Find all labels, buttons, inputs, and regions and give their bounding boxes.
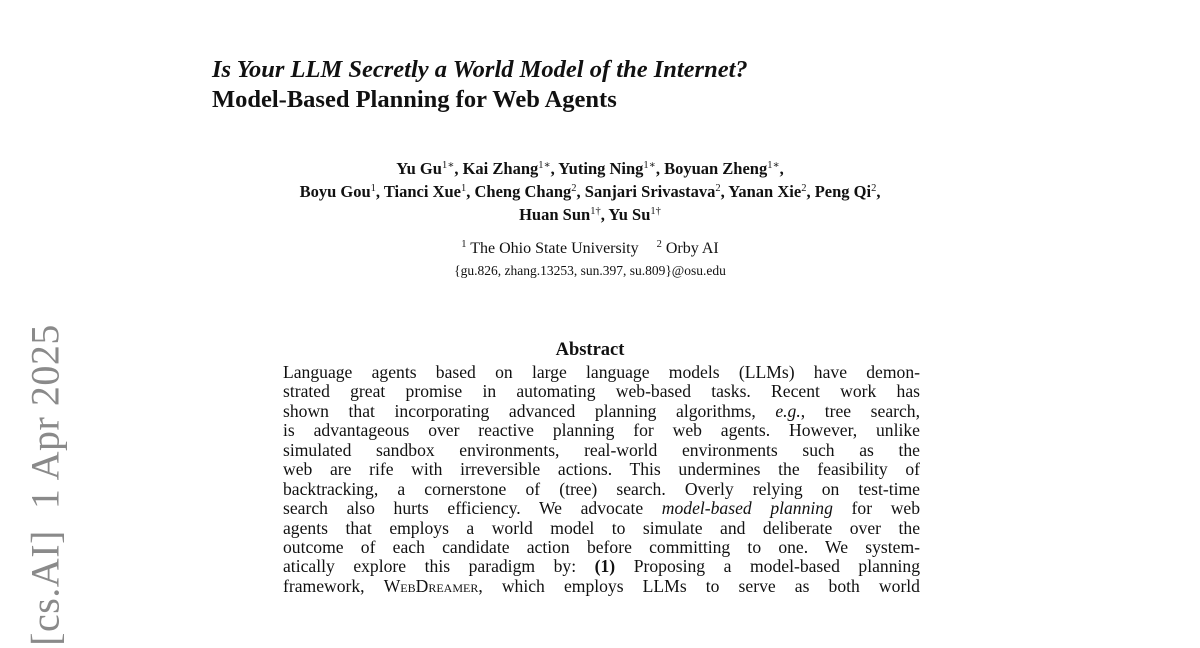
abstract-line: outcome of each candidate action before … bbox=[283, 536, 920, 557]
author-name: Peng Qi bbox=[814, 182, 872, 201]
abstract-line: agents that employs a world model to sim… bbox=[283, 517, 920, 538]
author-name: Huan Sun bbox=[519, 205, 591, 224]
author-name: Yu Su bbox=[608, 205, 651, 224]
author-affiliation-mark: 2 bbox=[871, 183, 877, 194]
author-affiliation-mark: 1∗ bbox=[441, 160, 455, 171]
author-affiliation-mark: 1 bbox=[370, 183, 376, 194]
abstract-line: Language agents based on large language … bbox=[283, 362, 920, 382]
author-name: Boyuan Zheng bbox=[664, 159, 768, 178]
author-affiliation-mark: 1∗ bbox=[767, 160, 780, 171]
author-affiliation-mark: 2 bbox=[801, 183, 807, 194]
arxiv-sidebar-stamp: [cs.AI] 1 Apr 2025 bbox=[22, 324, 68, 646]
text: atically explore this paradigm by: bbox=[283, 556, 595, 577]
paper-title-line-2: Model-Based Planning for Web Agents bbox=[212, 86, 617, 113]
author-affiliation-mark: 1† bbox=[650, 206, 661, 217]
bold-text: (1) bbox=[594, 556, 616, 577]
emphasis: model-based planning bbox=[661, 498, 833, 519]
affiliation-mark: 1 bbox=[461, 239, 467, 250]
affiliation-name: The Ohio State University bbox=[470, 240, 639, 257]
emphasis: e.g. bbox=[775, 400, 801, 421]
author-name: Kai Zhang bbox=[462, 159, 539, 178]
author-name: Tianci Xue bbox=[383, 182, 462, 201]
author-name: Sanjari Srivastava bbox=[584, 182, 716, 201]
author-name: Yanan Xie bbox=[728, 182, 802, 201]
text: , tree search, bbox=[800, 400, 920, 421]
abstract-heading: Abstract bbox=[555, 340, 625, 360]
author-affiliation-mark: 1∗ bbox=[538, 160, 551, 171]
abstract-line: strated great promise in automating web-… bbox=[283, 381, 920, 402]
abstract-line: atically explore this paradigm by: (1) P… bbox=[283, 557, 920, 576]
author-affiliation-mark: 1 bbox=[461, 183, 467, 194]
abstract-body: Language agents based on large language … bbox=[283, 362, 921, 596]
author-line: Boyu Gou1, Tianci Xue1, Cheng Chang2, Sa… bbox=[299, 182, 881, 201]
author-line: Huan Sun1†, Yu Su1† bbox=[519, 205, 661, 224]
author-name: Yu Gu bbox=[396, 159, 442, 178]
text: search also hurts efficiency. We advocat… bbox=[283, 498, 662, 519]
author-affiliation-mark: 2 bbox=[715, 183, 721, 194]
author-affiliation-mark: 2 bbox=[571, 183, 577, 194]
paper-title-line-1: Is Your LLM Secretly a World Model of th… bbox=[212, 56, 748, 83]
affiliation-name: Orby AI bbox=[665, 240, 719, 257]
framework-name: WebDreamer bbox=[383, 575, 479, 596]
abstract-line: simulated sandbox environments, real-wor… bbox=[283, 439, 920, 460]
author-line: Yu Gu1∗, Kai Zhang1∗, Yuting Ning1∗, Boy… bbox=[396, 159, 784, 178]
text: for web bbox=[832, 498, 921, 519]
affiliation-mark: 2 bbox=[656, 239, 662, 250]
text: , which employs LLMs to serve as both wo… bbox=[478, 575, 920, 596]
abstract-line: backtracking, a cornerstone of (tree) se… bbox=[283, 478, 920, 499]
abstract-line: is advantageous over reactive planning f… bbox=[283, 420, 920, 441]
author-name: Cheng Chang bbox=[474, 182, 572, 201]
text: shown that incorporating advanced planni… bbox=[283, 400, 776, 421]
author-affiliation-mark: 1† bbox=[590, 206, 601, 217]
abstract-line: shown that incorporating advanced planni… bbox=[283, 400, 920, 421]
author-name: Yuting Ning bbox=[558, 159, 644, 178]
author-name: Boyu Gou bbox=[299, 182, 371, 201]
author-emails: {gu.826, zhang.13253, sun.397, su.809}@o… bbox=[454, 263, 726, 278]
abstract-line: web are rife with irreversible actions. … bbox=[283, 459, 920, 480]
affiliations: 1 The Ohio State University 2 Orby AI bbox=[0, 239, 1180, 258]
abstract-line: search also hurts efficiency. We advocat… bbox=[283, 498, 921, 519]
author-affiliation-mark: 1∗ bbox=[643, 160, 656, 171]
text: framework, bbox=[283, 575, 384, 596]
text: Proposing a model-based planning bbox=[615, 556, 920, 577]
abstract-line: framework, WebDreamer, which employs LLM… bbox=[283, 575, 920, 596]
